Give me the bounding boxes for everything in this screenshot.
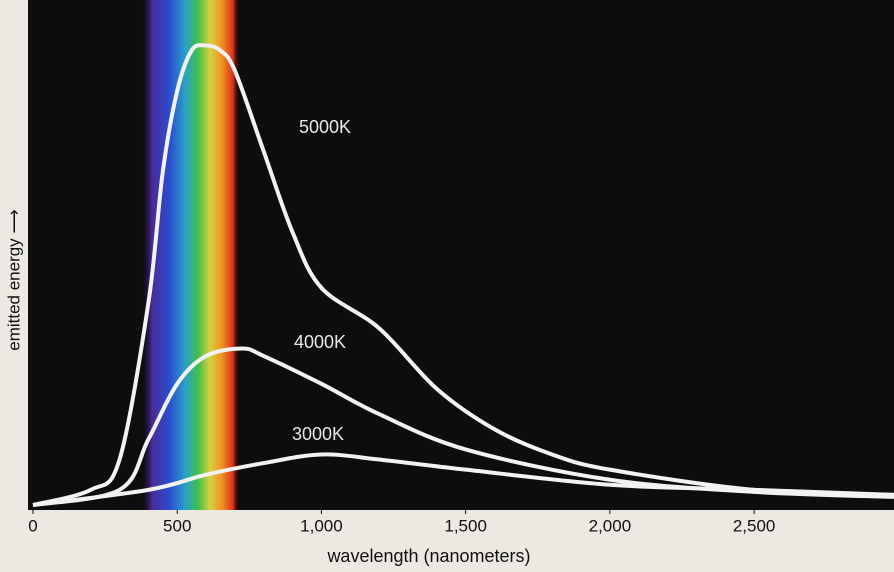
x-axis-label: wavelength (nanometers) [326, 546, 530, 566]
curve-label: 5000K [299, 117, 351, 137]
x-tick-label: 0 [28, 516, 37, 535]
x-tick-label: 500 [163, 516, 191, 535]
x-tick-label: 2,000 [589, 516, 632, 535]
chart: wavelength (nanometers) emitted energy ⟶… [0, 0, 894, 572]
y-axis-label: emitted energy ⟶ [4, 209, 23, 351]
x-tick-label: 2,500 [733, 516, 776, 535]
page: wavelength (nanometers) emitted energy ⟶… [0, 0, 894, 572]
curve-label: 3000K [292, 424, 344, 444]
x-tick-label: 1,500 [444, 516, 487, 535]
curve-label: 4000K [294, 332, 346, 352]
x-tick-label: 1,000 [300, 516, 343, 535]
